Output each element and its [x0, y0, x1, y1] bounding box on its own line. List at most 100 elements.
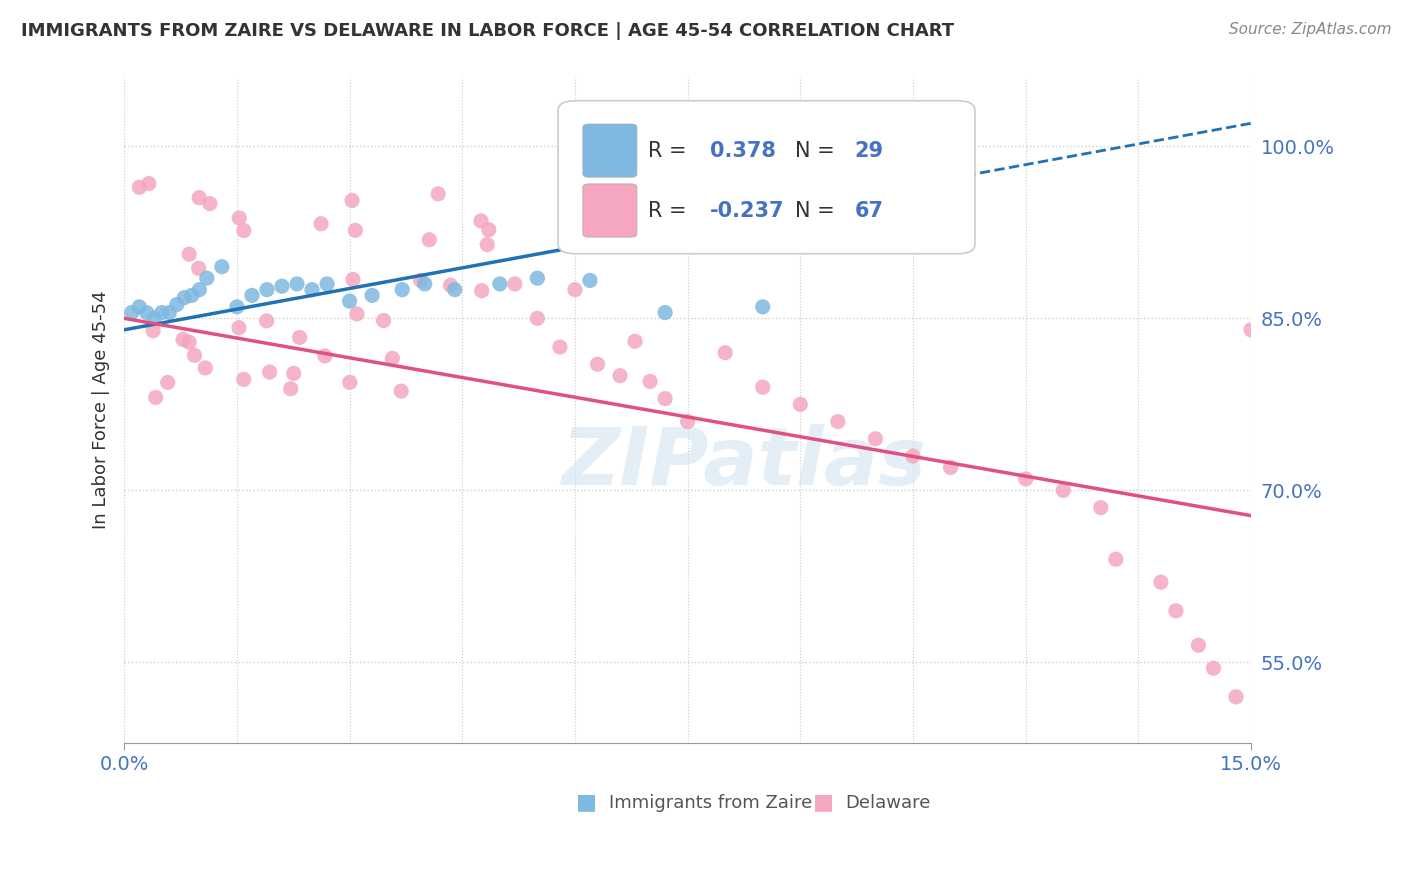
Point	[256, 283, 278, 297]
Point	[198, 196, 221, 211]
Point	[373, 313, 395, 327]
Point	[409, 273, 432, 287]
Point	[138, 177, 160, 191]
Point	[145, 391, 167, 405]
Point	[638, 375, 661, 389]
Text: Delaware: Delaware	[845, 794, 931, 812]
Point	[901, 449, 924, 463]
Text: R =: R =	[648, 141, 693, 161]
Point	[166, 297, 188, 311]
FancyBboxPatch shape	[558, 101, 974, 253]
Point	[586, 357, 609, 371]
Point	[381, 351, 404, 366]
Point	[342, 272, 364, 286]
Point	[471, 284, 494, 298]
Point	[232, 223, 254, 237]
Point	[1150, 575, 1173, 590]
Point	[609, 368, 631, 383]
Point	[195, 271, 218, 285]
Point	[259, 365, 281, 379]
Point	[142, 324, 165, 338]
Point	[1052, 483, 1074, 498]
Point	[228, 320, 250, 334]
Point	[339, 294, 361, 309]
Point	[288, 330, 311, 344]
Point	[344, 223, 367, 237]
Point	[188, 283, 211, 297]
Point	[150, 305, 173, 319]
Point	[256, 314, 278, 328]
Point	[865, 432, 887, 446]
Point	[211, 260, 233, 274]
FancyBboxPatch shape	[583, 184, 637, 237]
Point	[225, 300, 247, 314]
Point	[1164, 604, 1187, 618]
Point	[418, 233, 440, 247]
Point	[179, 247, 201, 261]
Point	[1187, 638, 1209, 652]
Text: ZIPatlas: ZIPatlas	[561, 425, 927, 502]
Point	[1014, 472, 1036, 486]
Point	[309, 217, 332, 231]
Text: Source: ZipAtlas.com: Source: ZipAtlas.com	[1229, 22, 1392, 37]
Point	[443, 283, 465, 297]
Point	[427, 186, 450, 201]
Point	[391, 283, 413, 297]
Point	[271, 279, 294, 293]
Point	[654, 305, 676, 319]
Point	[283, 367, 305, 381]
Point	[157, 305, 180, 319]
Point	[316, 277, 339, 291]
Point	[188, 191, 211, 205]
Point	[361, 288, 384, 302]
Point	[187, 261, 209, 276]
Text: Immigrants from Zaire: Immigrants from Zaire	[609, 794, 813, 812]
Point	[526, 271, 548, 285]
Point	[1202, 661, 1225, 675]
Text: 29: 29	[855, 141, 883, 161]
Point	[475, 237, 498, 252]
Point	[339, 376, 361, 390]
Point	[413, 277, 436, 291]
Point	[789, 397, 811, 411]
Point	[939, 460, 962, 475]
Text: ■: ■	[576, 793, 598, 813]
Point	[128, 180, 150, 194]
Point	[240, 288, 263, 302]
Point	[285, 277, 308, 291]
Point	[389, 384, 412, 398]
Point	[232, 372, 254, 386]
Point	[624, 334, 647, 349]
Point	[751, 300, 773, 314]
Text: 0.378: 0.378	[710, 141, 776, 161]
Point	[183, 348, 205, 362]
Point	[314, 349, 336, 363]
Point	[143, 311, 166, 326]
Point	[179, 335, 201, 350]
Point	[194, 360, 217, 375]
Point	[228, 211, 250, 225]
Point	[676, 415, 699, 429]
Point	[1225, 690, 1247, 704]
Point	[579, 273, 602, 287]
FancyBboxPatch shape	[583, 124, 637, 178]
Text: N =: N =	[794, 141, 841, 161]
Point	[1105, 552, 1128, 566]
Text: N =: N =	[794, 201, 841, 220]
Point	[172, 333, 194, 347]
Point	[128, 300, 150, 314]
Point	[340, 194, 363, 208]
Point	[827, 415, 849, 429]
Text: ■: ■	[813, 793, 834, 813]
Point	[173, 291, 195, 305]
Point	[526, 311, 548, 326]
Point	[156, 376, 179, 390]
Point	[121, 305, 143, 319]
Point	[478, 222, 501, 236]
Point	[439, 278, 461, 293]
Text: IMMIGRANTS FROM ZAIRE VS DELAWARE IN LABOR FORCE | AGE 45-54 CORRELATION CHART: IMMIGRANTS FROM ZAIRE VS DELAWARE IN LAB…	[21, 22, 955, 40]
Point	[751, 380, 773, 394]
Point	[301, 283, 323, 297]
Point	[654, 392, 676, 406]
Y-axis label: In Labor Force | Age 45-54: In Labor Force | Age 45-54	[93, 291, 110, 530]
